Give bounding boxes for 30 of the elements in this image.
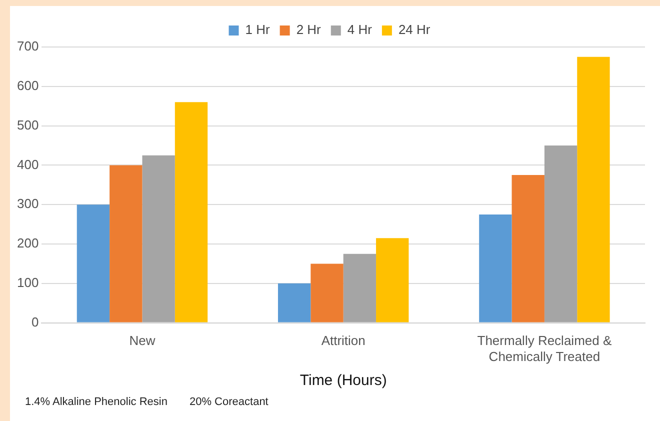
bar (479, 214, 512, 322)
bar (278, 283, 311, 322)
bar (110, 165, 142, 322)
y-tick-label: 300 (16, 196, 39, 212)
bar (343, 254, 376, 322)
legend-label: 4 Hr (347, 22, 373, 38)
y-tick-label: 500 (16, 117, 39, 132)
x-tick-label: New (129, 333, 156, 348)
bar (544, 146, 578, 322)
bar (76, 204, 110, 322)
bar (142, 155, 175, 322)
bar (512, 175, 544, 322)
text: 1.4% Alkaline Phenolic Resin (25, 396, 168, 408)
legend-label: 24 Hr (398, 22, 431, 38)
y-tick-label: 600 (16, 78, 39, 93)
bar (577, 56, 610, 322)
text: 20% Coreactant (189, 396, 268, 408)
x-axis-title: Time (Hours) (300, 372, 387, 390)
legend-label: 1 Hr (245, 22, 270, 38)
bar (174, 102, 208, 322)
y-tick-label: 400 (16, 156, 39, 172)
x-tick-label: Attrition (321, 333, 366, 348)
bar (376, 238, 409, 322)
y-tick-label: 100 (16, 274, 39, 290)
y-tick-label: 200 (16, 236, 39, 251)
x-tick-label: Thermally Reclaimed & Chemically Treated (477, 333, 612, 364)
bar (310, 264, 344, 322)
y-tick-label: 0 (31, 314, 39, 330)
legend-label: 2 Hr (296, 22, 322, 38)
y-tick-label: 700 (16, 38, 39, 54)
